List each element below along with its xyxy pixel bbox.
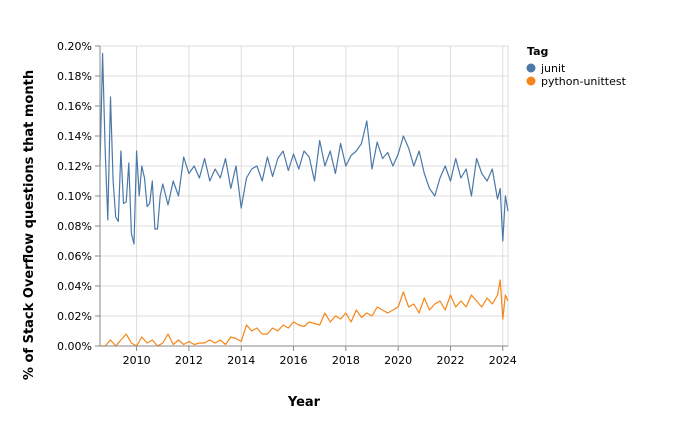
x-tick-label: 2012 (175, 354, 203, 367)
x-tick-label: 2016 (280, 354, 308, 367)
y-tick-label: 0.18% (57, 70, 92, 83)
x-axis-title: Year (287, 395, 321, 410)
y-tick-label: 0.14% (57, 130, 92, 143)
y-axis-title: % of Stack Overflow questions that month (22, 70, 37, 380)
legend-label: python-unittest (541, 75, 627, 88)
y-tick-label: 0.00% (57, 340, 92, 353)
x-tick-label: 2020 (384, 354, 412, 367)
y-tick-label: 0.20% (57, 40, 92, 53)
y-tick-label: 0.16% (57, 100, 92, 113)
series-line-junit (99, 52, 509, 245)
y-tick-label: 0.04% (57, 280, 92, 293)
x-tick-label: 2014 (227, 354, 255, 367)
legend-swatch (526, 76, 536, 86)
legend-label: junit (540, 62, 566, 75)
y-tick-label: 0.06% (57, 250, 92, 263)
axes: 0.00% 0.02% 0.04% 0.06% 0.08% 0.10% 0.12% 0.14%… (57, 40, 517, 367)
y-tick-label: 0.12% (57, 160, 92, 173)
x-tick-label: 2010 (123, 354, 151, 367)
legend-title: Tag (527, 45, 548, 58)
y-tick-label: 0.10% (57, 190, 92, 203)
y-tick-label: 0.02% (57, 310, 92, 323)
x-tick-label: 2018 (332, 354, 360, 367)
x-tick-label: 2024 (489, 354, 517, 367)
series-line-python-unittest (100, 279, 509, 347)
legend-swatch (526, 63, 536, 73)
series-layer (99, 52, 509, 347)
x-tick-label: 2022 (436, 354, 464, 367)
y-tick-label: 0.08% (57, 220, 92, 233)
grid-lines (99, 45, 509, 347)
